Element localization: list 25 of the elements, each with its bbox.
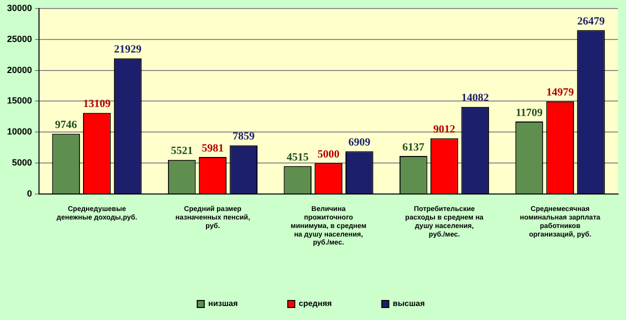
data-label: 5521 (170, 145, 193, 158)
data-label: 7859 (232, 130, 256, 143)
legend-label: средняя (298, 299, 332, 308)
data-label: 6909 (348, 136, 371, 149)
data-label: 9012 (433, 124, 456, 136)
y-tick-label: 5000 (12, 158, 32, 168)
legend-label: высшая (392, 299, 426, 308)
data-label: 6137 (402, 141, 425, 154)
data-label: 5000 (318, 148, 340, 160)
y-tick-label: 0 (27, 188, 32, 198)
data-label: 9746 (55, 119, 78, 132)
legend-label: низшая (208, 299, 238, 308)
y-tick-label: 25000 (6, 34, 32, 44)
y-tick-label: 10000 (6, 126, 32, 137)
data-label: 13109 (83, 98, 112, 110)
data-label: 5981 (202, 142, 224, 154)
data-label: 26479 (577, 16, 606, 28)
data-label: 14979 (546, 86, 574, 99)
y-tick-label: 20000 (6, 64, 32, 75)
y-tick-label: 30000 (6, 2, 32, 13)
data-label: 11709 (516, 106, 544, 119)
data-label: 14082 (461, 92, 490, 104)
y-tick-label: 15000 (6, 96, 32, 106)
data-label: 4515 (286, 151, 310, 164)
data-label: 21929 (114, 44, 142, 56)
